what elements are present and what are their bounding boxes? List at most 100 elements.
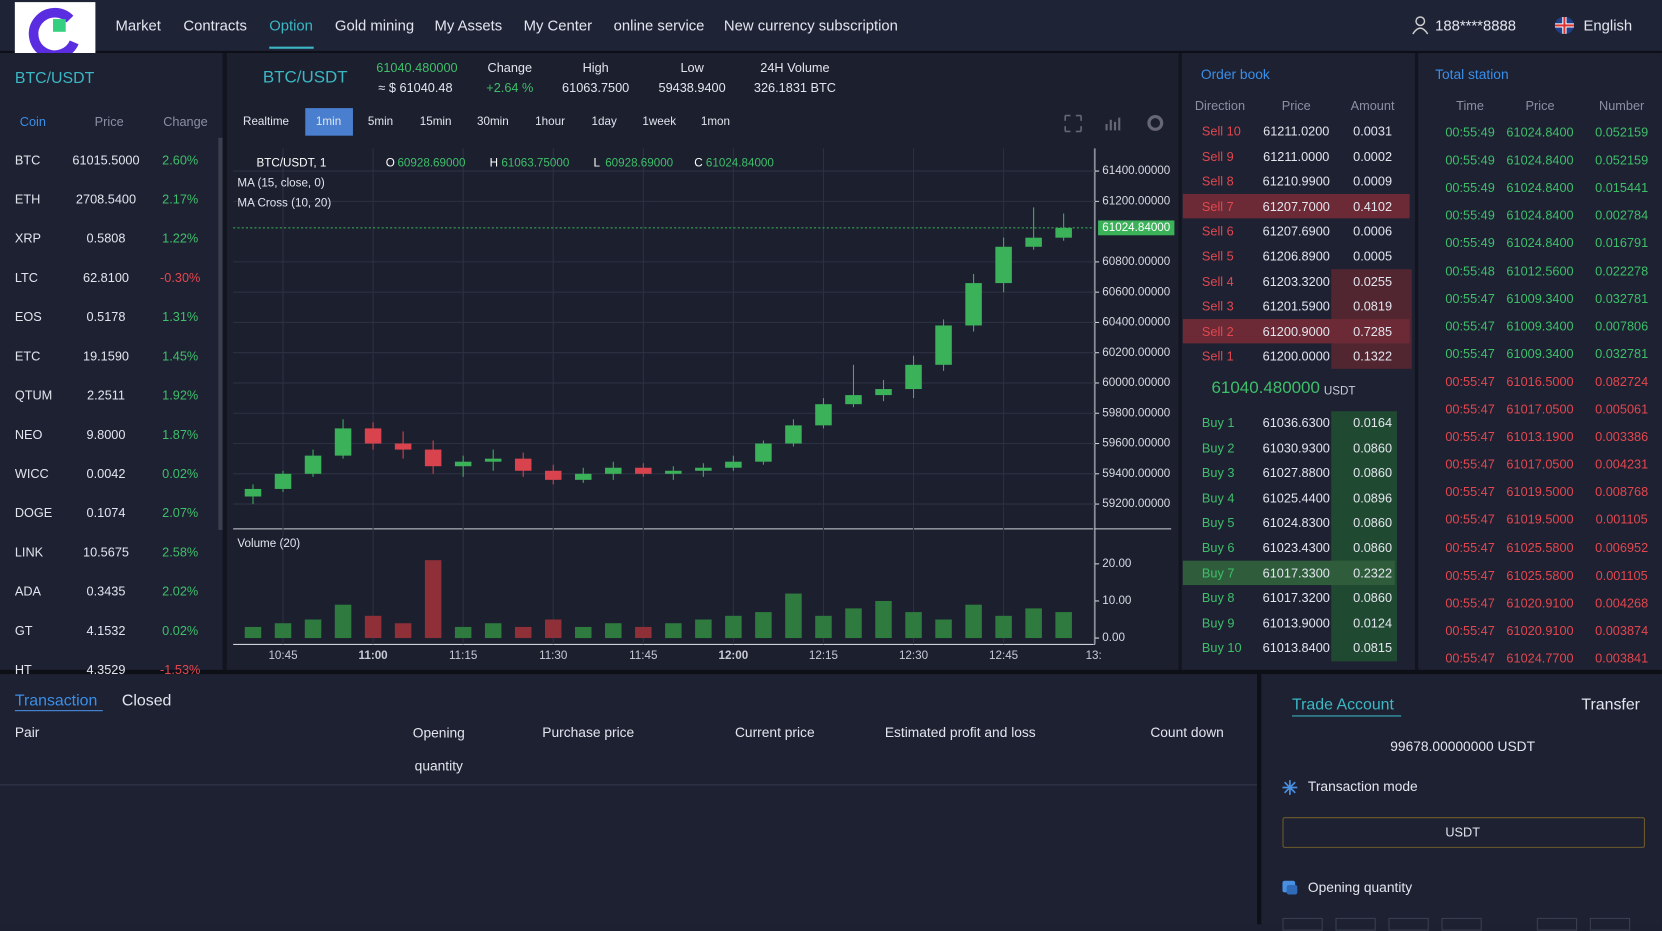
nav-item[interactable]: Option <box>269 16 313 34</box>
volume-bar <box>544 619 562 639</box>
quantity-button[interactable] <box>1536 917 1578 931</box>
sell-price: 61206.8900 <box>1262 249 1330 264</box>
buy-price: 61027.8800 <box>1262 465 1330 481</box>
stat-label: Change <box>487 60 533 76</box>
interval-button[interactable]: 1week <box>642 115 677 129</box>
coin-change: 2.02% <box>162 584 199 599</box>
candle-body <box>815 404 832 426</box>
coin-name[interactable]: DOGE <box>14 505 53 521</box>
candle-body <box>665 470 682 474</box>
sell-price: 61203.3200 <box>1262 274 1330 289</box>
sell-label: Sell 9 <box>1201 149 1234 164</box>
trade-time: 00:55:47 <box>1445 512 1495 528</box>
quantity-button[interactable] <box>1282 917 1323 931</box>
user-name[interactable]: 188****8888 <box>1435 16 1516 34</box>
volume-bar <box>665 623 682 639</box>
column-header: Direction <box>1194 98 1246 114</box>
flag-icon <box>1554 16 1574 34</box>
transfer-link[interactable]: Transfer <box>1581 695 1640 714</box>
candle-body <box>514 458 532 471</box>
y-tick-label: 61400.00000 <box>1102 164 1171 177</box>
language[interactable]: English <box>1583 16 1633 34</box>
interval-button[interactable]: 5min <box>367 115 394 129</box>
nav-item[interactable]: Gold mining <box>334 16 415 34</box>
coin-name[interactable]: WICC <box>14 466 49 482</box>
trade-time: 00:55:47 <box>1445 374 1495 389</box>
ticker-price: 61040.480000 <box>376 60 458 76</box>
tab[interactable]: Transaction <box>14 691 98 710</box>
stat-label: 24H Volume <box>760 60 830 76</box>
buy-label: Buy 7 <box>1201 565 1235 581</box>
ohlc-label: O <box>386 156 395 169</box>
sell-price: 61210.9900 <box>1262 174 1330 189</box>
coin-name[interactable]: ETC <box>14 348 41 364</box>
coin-name[interactable]: EOS <box>14 309 42 325</box>
x-tick-label: 11:30 <box>539 649 568 662</box>
trade-time: 00:55:47 <box>1445 650 1495 666</box>
mode-icon <box>1282 780 1298 795</box>
chart-tools[interactable] <box>1060 111 1177 134</box>
volume-bar <box>995 615 1012 639</box>
quantity-button[interactable] <box>1335 917 1376 931</box>
coin-name[interactable]: QTUM <box>14 387 53 403</box>
trade-time: 00:55:47 <box>1445 318 1495 334</box>
interval-button[interactable]: 1min <box>315 115 342 129</box>
ohlc-value: 61024.84000 <box>706 156 774 169</box>
x-tick-label: 10:45 <box>268 649 297 662</box>
buy-amount: 0.0164 <box>1353 415 1393 431</box>
trade-number: 0.003386 <box>1595 429 1649 445</box>
buy-label: Buy 1 <box>1201 415 1235 431</box>
buy-price: 61025.4400 <box>1262 490 1330 506</box>
y-tick-label: 10.00 <box>1102 594 1132 607</box>
sell-price: 61211.0200 <box>1263 124 1330 139</box>
coin-name[interactable]: LINK <box>14 544 44 560</box>
coin-name[interactable]: ETH <box>14 191 41 207</box>
trade-price: 61024.8400 <box>1506 208 1574 223</box>
nav-item[interactable]: My Assets <box>434 16 503 34</box>
sell-label: Sell 4 <box>1201 274 1234 289</box>
interval-button[interactable]: 1day <box>591 115 617 129</box>
candle-body <box>424 449 442 467</box>
coin-name[interactable]: GT <box>14 623 33 639</box>
sell-amount: 0.7285 <box>1353 324 1393 339</box>
trade-number: 0.015441 <box>1595 180 1649 196</box>
last-price-tag <box>1098 220 1175 236</box>
interval-button[interactable]: Realtime <box>243 115 290 129</box>
interval-button[interactable]: 1mon <box>700 115 731 129</box>
nav-item[interactable]: Contracts <box>183 16 247 34</box>
nav-item[interactable]: New currency subscription <box>723 16 898 34</box>
y-tick-label: 59200.00000 <box>1102 497 1171 510</box>
candle-body <box>845 395 862 405</box>
coin-name[interactable]: XRP <box>14 231 42 246</box>
nav-item[interactable]: My Center <box>523 16 593 34</box>
coin-price: 0.0042 <box>86 466 126 482</box>
coin-name[interactable]: LTC <box>14 270 38 286</box>
nav-item[interactable]: Market <box>115 16 161 34</box>
sell-amount: 0.0006 <box>1353 224 1393 239</box>
quantity-button[interactable] <box>1388 917 1429 931</box>
interval-button[interactable]: 1hour <box>535 115 566 129</box>
coin-name[interactable]: BTC <box>14 152 41 168</box>
quantity-button[interactable] <box>1589 917 1631 931</box>
coin-name[interactable]: HT <box>14 662 32 678</box>
interval-active <box>305 108 353 136</box>
tab[interactable]: Closed <box>121 691 172 710</box>
trade-time: 00:55:47 <box>1445 623 1495 638</box>
sell-label: Sell 2 <box>1201 324 1234 339</box>
coin-price: 0.3435 <box>86 584 126 599</box>
interval-button[interactable]: 15min <box>419 115 452 129</box>
volume-bar <box>424 560 442 639</box>
nav-item[interactable]: online service <box>613 16 705 34</box>
column-header: Amount <box>1350 98 1395 114</box>
y-tick-label: 60200.00000 <box>1102 346 1171 359</box>
panel-title: BTC/USDT <box>14 69 95 88</box>
coin-name[interactable]: ADA <box>14 584 42 599</box>
interval-button[interactable]: 30min <box>476 115 509 129</box>
y-tick-label: 20.00 <box>1102 557 1132 570</box>
sell-label: Sell 6 <box>1201 224 1234 239</box>
sell-price: 61207.6900 <box>1262 224 1330 239</box>
coin-name[interactable]: NEO <box>14 427 43 442</box>
quantity-button[interactable] <box>1441 917 1482 931</box>
currency-box[interactable] <box>1282 817 1645 848</box>
